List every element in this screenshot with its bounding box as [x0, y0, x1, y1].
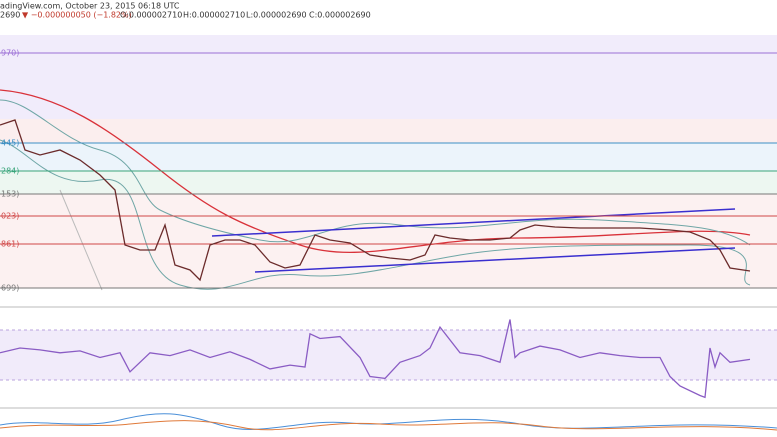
level-label: 023)	[1, 212, 19, 221]
band	[0, 35, 777, 119]
last-price: 2690	[0, 11, 20, 20]
series-line	[0, 119, 751, 282]
moving-average	[0, 89, 751, 253]
high: H:0.000002710	[183, 11, 245, 20]
source: adingView.com, October 23, 2015 06:18 UT…	[0, 2, 180, 11]
level-label: 861)	[1, 240, 19, 249]
band	[0, 119, 777, 143]
channel-upper	[211, 208, 736, 237]
bollinger-upper	[0, 99, 751, 246]
level-label: 970)	[1, 49, 19, 58]
trend-line	[59, 189, 103, 291]
close: C:0.000002690	[309, 11, 371, 20]
open: O:0.000002710	[120, 11, 182, 20]
level-label: 445)	[1, 139, 19, 148]
signal-line	[0, 420, 777, 431]
level-label: 284)	[1, 167, 19, 176]
change: ▼ −0.000000050 (−1.82%)	[22, 11, 132, 20]
series-line	[0, 319, 751, 399]
macd-line	[0, 413, 777, 430]
low: L:0.000002690	[246, 11, 307, 20]
bollinger-lower	[0, 139, 751, 290]
band	[0, 143, 777, 171]
level-label: 153)	[1, 190, 19, 199]
band	[0, 194, 777, 288]
channel-lower	[254, 247, 736, 273]
band	[0, 171, 777, 194]
level-label: 699)	[1, 284, 19, 293]
rsi-band	[0, 330, 777, 380]
header-bg	[0, 0, 777, 18]
